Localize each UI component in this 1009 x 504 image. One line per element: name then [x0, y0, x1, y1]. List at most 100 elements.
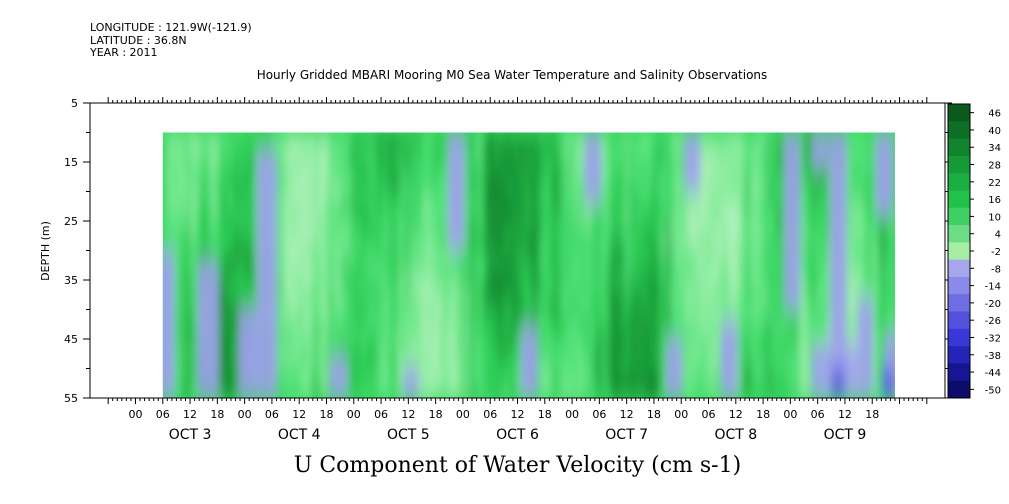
- colorbar-label: 28: [988, 161, 1001, 172]
- field-cell: [345, 277, 352, 291]
- field-cell: [332, 132, 338, 146]
- field-cell: [345, 301, 352, 315]
- field-cell: [547, 301, 553, 315]
- field-cell: [743, 325, 750, 339]
- field-cell: [441, 313, 448, 327]
- field-cell: [217, 277, 224, 291]
- field-cell: [313, 180, 320, 194]
- field-cell: [194, 265, 201, 279]
- field-cell: [803, 216, 810, 231]
- field-cell: [487, 192, 494, 206]
- field-cell: [350, 349, 356, 363]
- field-cell: [437, 216, 443, 231]
- field-cell: [624, 265, 631, 279]
- field-cell: [739, 253, 745, 267]
- field-cell: [574, 168, 581, 182]
- field-cell: [194, 204, 201, 218]
- field-cell: [538, 204, 544, 218]
- field-cell: [620, 241, 626, 255]
- field-cell: [194, 349, 201, 363]
- field-cell: [725, 265, 732, 279]
- field-cell: [400, 192, 407, 206]
- field-cell: [446, 361, 453, 375]
- field-cell: [240, 277, 247, 291]
- field-cell: [634, 241, 640, 255]
- field-cell: [405, 144, 411, 158]
- field-cell: [309, 132, 315, 146]
- field-cell: [739, 313, 745, 327]
- field-cell: [574, 361, 581, 375]
- field-cell: [753, 265, 759, 279]
- field-cell: [396, 361, 402, 375]
- field-cell: [615, 313, 622, 327]
- field-cell: [515, 216, 521, 231]
- field-cell: [652, 144, 659, 158]
- field-cell: [661, 265, 668, 279]
- field-cell: [368, 229, 375, 243]
- field-cell: [313, 168, 320, 182]
- field-cell: [771, 349, 777, 363]
- field-cell: [743, 277, 750, 291]
- field-cell: [780, 229, 787, 243]
- field-cell: [460, 313, 466, 327]
- field-cell: [849, 204, 855, 218]
- field-cell: [222, 241, 228, 255]
- field-cell: [217, 373, 224, 387]
- field-cell: [387, 385, 393, 398]
- field-cell: [350, 289, 356, 303]
- field-cell: [766, 180, 773, 194]
- field-cell: [295, 192, 302, 206]
- field-cell: [473, 216, 480, 231]
- field-cell: [702, 192, 709, 206]
- field-cell: [766, 253, 773, 267]
- field-cell: [327, 204, 334, 218]
- field-cell: [817, 289, 823, 303]
- field-cell: [707, 313, 713, 327]
- field-cell: [464, 168, 471, 182]
- field-cell: [368, 132, 375, 146]
- field-cell: [620, 313, 626, 327]
- field-cell: [473, 385, 480, 398]
- field-cell: [327, 241, 334, 255]
- field-cell: [858, 289, 864, 303]
- field-cell: [643, 144, 649, 158]
- field-cell: [368, 204, 375, 218]
- field-cell: [469, 156, 475, 170]
- field-cell: [350, 337, 356, 351]
- field-cell: [515, 168, 521, 182]
- field-cell: [368, 289, 375, 303]
- field-cell: [844, 204, 851, 218]
- field-cell: [171, 192, 178, 206]
- field-cell: [460, 349, 466, 363]
- field-cell: [798, 192, 805, 206]
- field-cell: [350, 204, 356, 218]
- field-cell: [743, 337, 750, 351]
- field-cell: [400, 325, 407, 339]
- field-cell: [313, 132, 320, 146]
- field-cell: [423, 241, 430, 255]
- field-cell: [478, 216, 485, 231]
- field-cell: [231, 253, 237, 267]
- field-cell: [743, 168, 750, 182]
- field-cell: [318, 277, 324, 291]
- field-cell: [798, 325, 805, 339]
- field-cell: [396, 253, 402, 267]
- field-cell: [505, 277, 512, 291]
- field-cell: [345, 349, 352, 363]
- field-cell: [693, 301, 700, 315]
- field-cell: [766, 361, 773, 375]
- field-cell: [354, 132, 361, 146]
- field-cell: [295, 361, 302, 375]
- field-cell: [849, 180, 855, 194]
- field-cell: [176, 313, 183, 327]
- field-cell: [290, 313, 297, 327]
- field-cell: [821, 277, 828, 291]
- field-cell: [560, 132, 567, 146]
- field-cell: [858, 265, 864, 279]
- field-cell: [368, 385, 375, 398]
- field-cell: [533, 289, 540, 303]
- field-cell: [684, 301, 691, 315]
- field-cell: [574, 301, 581, 315]
- field-cell: [689, 229, 695, 243]
- field-cell: [414, 216, 421, 231]
